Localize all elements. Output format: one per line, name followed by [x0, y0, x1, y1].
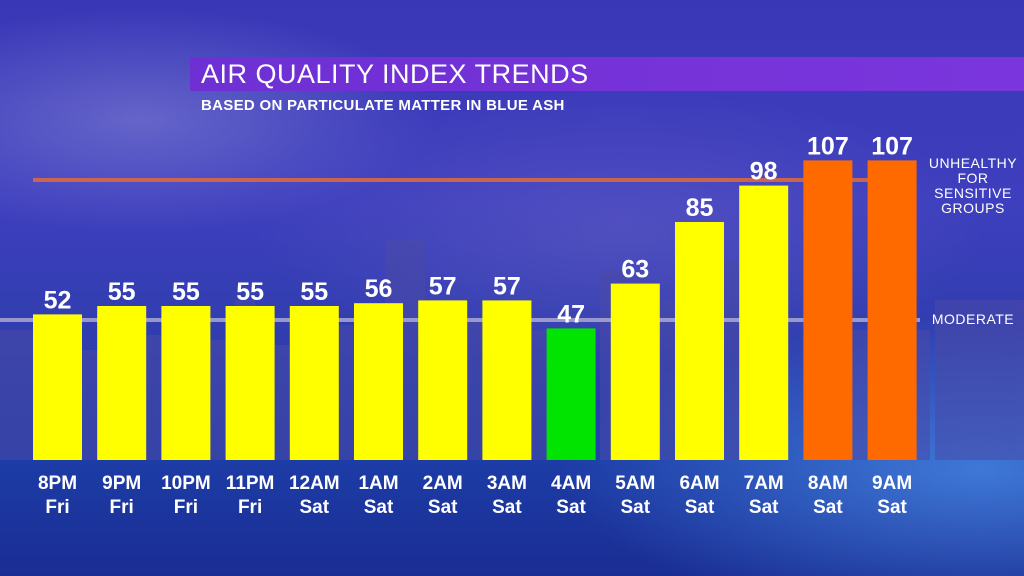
x-tick-label-day: Sat — [556, 497, 586, 518]
bar-value-label: 107 — [807, 132, 849, 160]
bar-value-label: 55 — [172, 278, 200, 306]
bar-value-label: 52 — [44, 286, 72, 314]
bar-value-label: 57 — [429, 272, 457, 300]
chart-title: AIR QUALITY INDEX TRENDS — [201, 59, 589, 89]
x-tick-label-time: 9PM — [102, 473, 141, 494]
reference-label-line: FOR — [957, 170, 989, 186]
bar — [225, 306, 275, 460]
bar-value-label: 98 — [750, 158, 778, 186]
x-tick-label-time: 8PM — [38, 473, 77, 494]
bar — [867, 160, 917, 460]
reference-label-line: GROUPS — [941, 200, 1005, 216]
bar — [97, 306, 147, 460]
x-tick-label-day: Fri — [238, 497, 262, 518]
bar — [610, 283, 660, 460]
bar-value-label: 56 — [365, 275, 393, 303]
x-tick-label-day: Sat — [877, 497, 907, 518]
x-tick-label-day: Sat — [492, 497, 522, 518]
reference-label-line: MODERATE — [931, 311, 1015, 327]
x-tick-label-day: Fri — [174, 497, 198, 518]
x-tick-label-time: 1AM — [358, 473, 398, 494]
x-tick-label-day: Fri — [110, 497, 134, 518]
x-tick-label-day: Sat — [813, 497, 843, 518]
x-tick-label-day: Sat — [300, 497, 330, 518]
bar — [546, 328, 596, 460]
x-tick-label-time: 12AM — [289, 473, 340, 494]
bar — [33, 314, 82, 460]
x-tick-label-time: 5AM — [615, 473, 655, 494]
bar — [739, 185, 789, 460]
bar-value-label: 107 — [871, 132, 913, 160]
x-tick-label-day: Sat — [428, 497, 458, 518]
x-tick-label-time: 4AM — [551, 473, 591, 494]
x-tick-label-time: 7AM — [744, 473, 784, 494]
x-tick-label-day: Fri — [45, 497, 69, 518]
bar — [354, 303, 403, 460]
reference-label-line: SENSITIVE — [934, 185, 1012, 201]
reference-label-line: UNHEALTHY — [928, 155, 1018, 171]
bar — [675, 222, 724, 460]
reference-label-100: UNHEALTHY FOR SENSITIVE GROUPS — [922, 156, 1024, 216]
x-tick-label-time: 11PM — [226, 473, 275, 494]
reference-label-50: MODERATE — [922, 312, 1024, 327]
x-tick-label-day: Sat — [364, 497, 394, 518]
x-tick-label-time: 10PM — [161, 473, 211, 494]
x-tick-label-day: Sat — [749, 497, 779, 518]
bar — [803, 160, 853, 460]
x-tick-label-time: 2AM — [423, 473, 463, 494]
bar-value-label: 55 — [108, 278, 136, 306]
title-bar — [190, 57, 1024, 91]
x-tick-label-time: 9AM — [872, 473, 912, 494]
x-tick-label-time: 8AM — [808, 473, 848, 494]
bar-value-label: 85 — [686, 194, 714, 222]
bar-value-label: 63 — [621, 256, 649, 284]
x-tick-label-day: Sat — [685, 497, 715, 518]
x-tick-label-day: Sat — [621, 497, 651, 518]
x-tick-label-time: 3AM — [487, 473, 527, 494]
bar — [418, 300, 468, 460]
bar — [482, 300, 532, 460]
chart-subtitle: BASED ON PARTICULATE MATTER IN BLUE ASH — [201, 97, 565, 114]
x-tick-label-time: 6AM — [679, 473, 719, 494]
bar-value-label: 55 — [300, 278, 328, 306]
bar-value-label: 55 — [236, 278, 264, 306]
bar-value-label: 47 — [557, 300, 585, 328]
bar — [161, 306, 211, 460]
bar — [289, 306, 339, 460]
bar-value-label: 57 — [493, 272, 521, 300]
